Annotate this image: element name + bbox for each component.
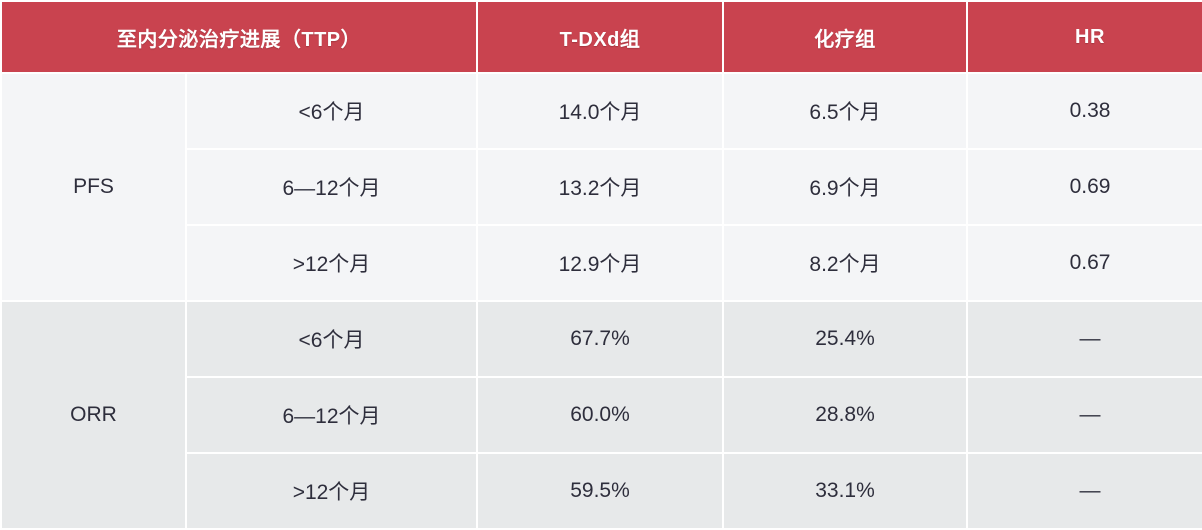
cell-chemo: 28.8% — [724, 378, 966, 452]
cell-ttp: 6—12个月 — [187, 150, 476, 224]
cell-tdxd: 14.0个月 — [478, 74, 722, 148]
cell-tdxd: 12.9个月 — [478, 226, 722, 300]
cell-ttp: <6个月 — [187, 302, 476, 376]
cell-hr: 0.69 — [968, 150, 1202, 224]
table-row: ORR <6个月 67.7% 25.4% — — [2, 302, 1202, 528]
table-header: 至内分泌治疗进展（TTP） T-DXd组 化疗组 HR — [2, 2, 1202, 72]
cell-tdxd: 13.2个月 — [478, 150, 722, 224]
header-row: 至内分泌治疗进展（TTP） T-DXd组 化疗组 HR — [2, 2, 1202, 72]
cell-ttp: 6—12个月 — [187, 378, 476, 452]
header-cell-chemo: 化疗组 — [724, 2, 966, 72]
cell-hr: 0.67 — [968, 226, 1202, 300]
cell-chemo: 33.1% — [724, 454, 966, 528]
header-cell-hr: HR — [968, 2, 1202, 72]
cell-tdxd: 60.0% — [478, 378, 722, 452]
header-cell-ttp: 至内分泌治疗进展（TTP） — [2, 2, 476, 72]
cell-chemo: 6.5个月 — [724, 74, 966, 148]
table-row: 6—12个月 60.0% 28.8% — — [2, 378, 1202, 452]
cell-chemo: 8.2个月 — [724, 226, 966, 300]
table-row: PFS <6个月 14.0个月 6.5个月 0.38 — [2, 74, 1202, 300]
table-row: >12个月 59.5% 33.1% — — [2, 454, 1202, 528]
cell-ttp: >12个月 — [187, 226, 476, 300]
cell-hr: — — [968, 378, 1202, 452]
cell-ttp: <6个月 — [187, 74, 476, 148]
table-row: 6—12个月 13.2个月 6.9个月 0.69 — [2, 150, 1202, 224]
header-cell-tdxd: T-DXd组 — [478, 2, 722, 72]
cell-hr: 0.38 — [968, 74, 1202, 148]
table-row: >12个月 12.9个月 8.2个月 0.67 — [2, 226, 1202, 300]
cell-chemo: 6.9个月 — [724, 150, 966, 224]
group-label-pfs: PFS — [2, 74, 185, 300]
cell-ttp: >12个月 — [187, 454, 476, 528]
table-body: PFS <6个月 14.0个月 6.5个月 0.38 6—12个月 13.2个月… — [2, 74, 1202, 528]
cell-chemo: 25.4% — [724, 302, 966, 376]
group-label-orr: ORR — [2, 302, 185, 528]
cell-hr: — — [968, 454, 1202, 528]
cell-hr: — — [968, 302, 1202, 376]
cell-tdxd: 59.5% — [478, 454, 722, 528]
cell-tdxd: 67.7% — [478, 302, 722, 376]
